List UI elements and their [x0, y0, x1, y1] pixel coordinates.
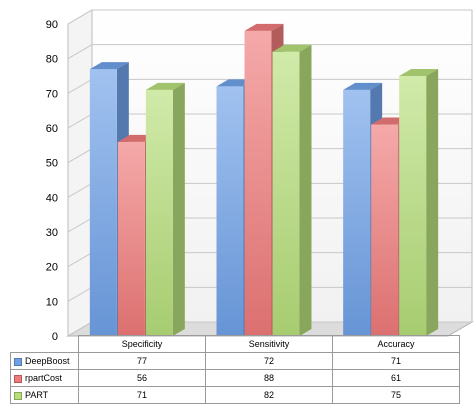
- bar-front: [343, 89, 371, 336]
- y-tick-label: 40: [46, 192, 58, 204]
- y-tick-label: 90: [46, 19, 58, 31]
- data-table-header: Specificity Sensitivity Accuracy: [10, 335, 460, 353]
- table-cell: 82: [205, 386, 333, 404]
- legend-swatch-rpartcost: [14, 374, 22, 383]
- table-category-label: Specificity: [78, 335, 206, 353]
- table-category-label: Sensitivity: [205, 335, 333, 353]
- table-cell: 77: [78, 352, 206, 370]
- gridline: [67, 9, 472, 25]
- bar-top: [89, 62, 129, 70]
- legend-label: rpartCost: [25, 373, 63, 383]
- legend-swatch-part: [14, 391, 22, 400]
- bar-top: [244, 23, 284, 31]
- bar-part-sensitivity: [272, 44, 312, 336]
- bar-front: [244, 30, 272, 337]
- bar-front: [272, 51, 300, 336]
- table-cell: 56: [78, 369, 206, 387]
- bar-front: [117, 141, 145, 336]
- table-cell: 71: [78, 386, 206, 404]
- bar-front: [89, 69, 117, 337]
- table-cell: 75: [332, 386, 460, 404]
- bar-top: [343, 82, 383, 90]
- table-cell: 88: [205, 369, 333, 387]
- data-table-row-rpartcost: rpartCost 56 88 61: [10, 369, 460, 387]
- y-tick-label: 30: [46, 227, 58, 239]
- y-tick-label: 60: [46, 123, 58, 135]
- bar-side: [299, 44, 312, 336]
- y-tick-label: 10: [46, 296, 58, 308]
- bar-front: [399, 76, 427, 336]
- bar-side: [172, 82, 185, 336]
- legend-swatch-deepboost: [14, 357, 22, 366]
- table-cell: 72: [205, 352, 333, 370]
- side-wall: [67, 9, 93, 337]
- y-tick-label: 80: [46, 54, 58, 66]
- table-category-label: Accuracy: [332, 335, 460, 353]
- bar-top: [145, 82, 185, 90]
- y-tick-label: 20: [46, 262, 58, 274]
- bar-front: [145, 89, 173, 336]
- data-table-row-deepboost: DeepBoost 77 72 71: [10, 352, 460, 370]
- bar-part-specificity: [145, 82, 185, 336]
- bar-part-accuracy: [399, 69, 439, 336]
- bar-front: [371, 124, 399, 337]
- gridline: [67, 44, 472, 60]
- y-tick-label: 50: [46, 158, 58, 170]
- data-table: Specificity Sensitivity Accuracy DeepBoo…: [10, 335, 460, 404]
- table-cell: 61: [332, 369, 460, 387]
- bar-front: [216, 86, 244, 337]
- data-table-row-part: PART 71 82 75: [10, 386, 460, 404]
- bars: [89, 23, 439, 337]
- legend-label: DeepBoost: [25, 356, 70, 366]
- bar-top: [399, 69, 439, 76]
- legend-label: PART: [25, 390, 49, 400]
- bar-side: [426, 69, 439, 336]
- bar-top: [272, 44, 312, 52]
- table-cell: 71: [332, 352, 460, 370]
- y-tick-label: 70: [46, 88, 58, 100]
